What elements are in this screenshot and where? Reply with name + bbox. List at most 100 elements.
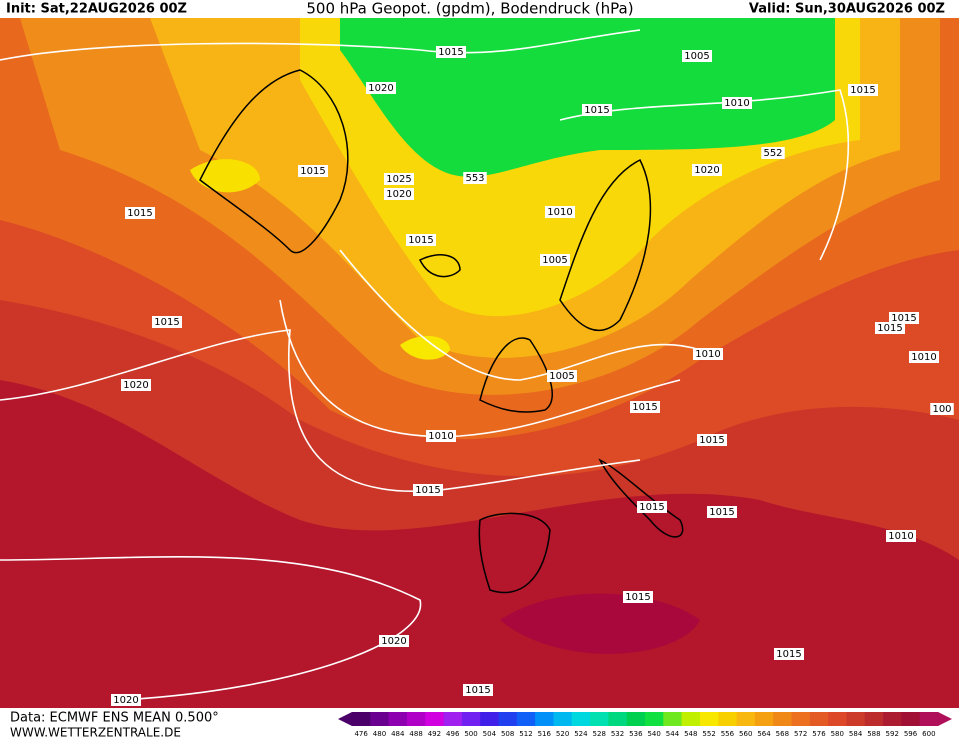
colorbar-swatch [901,712,921,726]
contour-label: 552 [763,148,782,159]
contour-label: 1015 [699,435,724,446]
colorbar-tick-label: 476 [354,730,368,738]
colorbar-swatch [571,712,591,726]
colorbar-tick-label: 480 [373,730,386,738]
contour-label: 1020 [123,380,148,391]
contour-label-box [152,316,182,328]
colorbar-tick-label: 588 [867,730,880,738]
contour-label-box [875,322,905,334]
colorbar-swatch [919,712,939,726]
contour-label: 1015 [776,649,801,660]
colorbar-swatch [443,712,463,726]
colorbar-swatch [809,712,829,726]
colorbar-swatch [425,712,445,726]
colorbar-swatch [461,712,481,726]
data-source: Data: ECMWF ENS MEAN 0.500° [10,711,219,726]
contour-label: 1015 [408,235,433,246]
contour-label: 1020 [113,695,138,706]
contour-label: 1015 [625,592,650,603]
contour-label: 1015 [850,85,875,96]
contour-label-box [125,207,155,219]
colorbar-swatch [498,712,518,726]
colorbar-tick-label: 564 [757,730,771,738]
colorbar-swatch [699,712,719,726]
contour-label: 1010 [911,352,936,363]
colorbar-tick-label: 568 [776,730,789,738]
contour-label-box [547,370,577,382]
colorbar-swatch [736,712,756,726]
isobars [0,29,850,701]
colorbar: 476 480 484 488 492 496 500 504 508 512 516 520 524 5… [338,712,952,738]
colorbar-tick-label: 552 [702,730,715,738]
colorbar-swatch [480,712,499,726]
contour-label: 1025 [386,174,411,185]
contour-label-box [463,172,487,184]
contour-label-box [121,379,151,391]
colorbar-swatch [773,712,792,726]
colorbar-swatch [553,712,573,726]
colorbar-swatch [846,712,866,726]
colorbar-tick-label: 488 [409,730,422,738]
colorbar-tick-label: 524 [574,730,588,738]
contour-label: 1020 [386,189,411,200]
contour-label-box [886,530,916,542]
contour-label: 1015 [415,485,440,496]
colorbar-swatch [516,712,536,726]
contour-label: 1010 [547,207,572,218]
contour-label-box [637,501,667,513]
header: Init: Sat,22AUG2026 00Z 500 hPa Geopot. … [0,0,959,18]
colorbar-tick-label: 500 [464,730,477,738]
colorbar-tick-label: 596 [904,730,918,738]
contour-label-box [909,351,939,363]
contour-label: 1020 [694,165,719,176]
contour-label-box [413,484,443,496]
contour-label-box [545,206,575,218]
colorbar-tick-label: 540 [647,730,660,738]
colorbar-tick-label: 576 [812,730,826,738]
contour-label-box [722,97,752,109]
init-time: Init: Sat,22AUG2026 00Z [6,2,187,17]
contour-label: 1010 [724,98,749,109]
colorbar-swatch [535,712,554,726]
colorbar-tick-label: 556 [721,730,735,738]
contour-label: 1015 [584,105,609,116]
contour-label: 1015 [639,502,664,513]
contour-label: 1010 [888,531,913,542]
contour-label-box [366,82,396,94]
contour-label-box [761,147,785,159]
contour-label-box [540,254,570,266]
colorbar-arrow-right [938,712,952,726]
valid-time: Valid: Sun,30AUG2026 00Z [749,2,945,17]
contour-label: 1010 [428,431,453,442]
colorbar-swatch [681,712,701,726]
contour-label-box [384,188,414,200]
contour-label: 100 [932,404,951,415]
colorbar-tick-label: 504 [483,730,497,738]
contour-label: 1020 [368,83,393,94]
colorbar-swatch [645,712,664,726]
contour-label-box [697,434,727,446]
colorbar-tick-label: 560 [739,730,752,738]
colorbar-swatch [590,712,609,726]
colorbar-tick-label: 592 [886,730,899,738]
colorbar-swatch [388,712,408,726]
site-url: WWW.WETTERZENTRALE.DE [10,726,181,740]
contour-label: 1015 [154,317,179,328]
contour-label-box [693,348,723,360]
map-field [0,18,959,708]
contour-label-box [692,164,722,176]
colorbar-swatch [352,712,371,726]
colorbar-swatch [864,712,884,726]
contour-label-box [848,84,878,96]
colorbar-tick-label: 536 [629,730,643,738]
colorbar-tick-label: 528 [593,730,606,738]
colorbar-tick-label: 532 [611,730,624,738]
contour-label-box [406,234,436,246]
contour-label: 1015 [438,47,463,58]
contour-label-box [889,312,919,324]
colorbar-tick-label: 580 [831,730,844,738]
contour-label: 1020 [381,636,406,647]
contour-label: 1015 [465,685,490,696]
contour-label: 1015 [891,313,916,324]
